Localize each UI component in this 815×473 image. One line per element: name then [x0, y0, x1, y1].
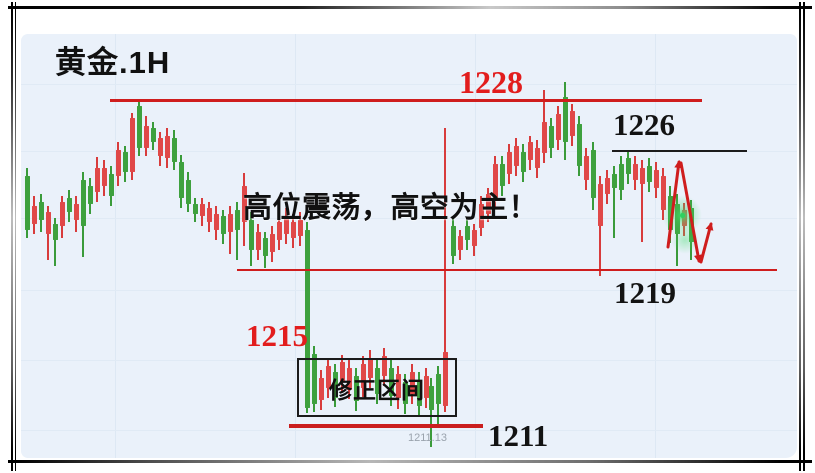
support-line-1219 [237, 268, 777, 271]
gridline-horizontal [21, 218, 797, 219]
level-line-1226 [612, 149, 747, 152]
chart-title: 黄金.1H [55, 45, 171, 80]
gridline-horizontal [21, 360, 797, 361]
correction-range-box: 修正区间 [297, 358, 457, 417]
commentary-text: 高位震荡，高空为主！ [243, 192, 539, 224]
current-price-glow [671, 226, 699, 254]
range-low-line-1211 [289, 424, 483, 428]
price-label-1215: 1215 [246, 318, 308, 353]
gridline-vertical [655, 34, 656, 458]
price-label-1228: 1228 [459, 64, 523, 100]
frame-top-line [8, 6, 812, 9]
gridline-vertical [115, 34, 116, 458]
price-label-1226: 1226 [613, 107, 675, 142]
frame-left-line [14, 2, 17, 471]
last-price-tag: 1211.13 [408, 432, 447, 444]
gridline-horizontal [21, 84, 797, 85]
gridline-horizontal [21, 290, 797, 291]
frame-right-line [803, 2, 805, 471]
gridline-horizontal [21, 430, 797, 431]
resistance-line-1228 [110, 99, 702, 102]
gridline-vertical [475, 34, 476, 458]
frame-bottom-line [8, 460, 812, 463]
gridline-horizontal [21, 151, 797, 152]
frame-right-line [799, 2, 802, 471]
current-price-dot-icon [680, 213, 685, 218]
price-label-1211: 1211 [488, 418, 549, 453]
price-label-1219: 1219 [614, 275, 676, 310]
correction-range-label: 修正区间 [329, 376, 425, 403]
gridline-vertical [295, 34, 296, 458]
frame-left-line [11, 2, 13, 471]
